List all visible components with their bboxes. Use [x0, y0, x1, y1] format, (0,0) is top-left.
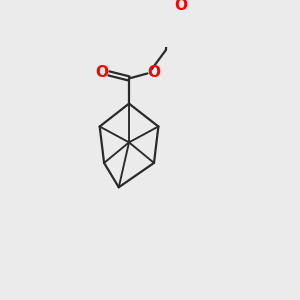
Text: O: O	[148, 65, 161, 80]
Text: O: O	[175, 0, 188, 13]
Text: O: O	[96, 65, 109, 80]
